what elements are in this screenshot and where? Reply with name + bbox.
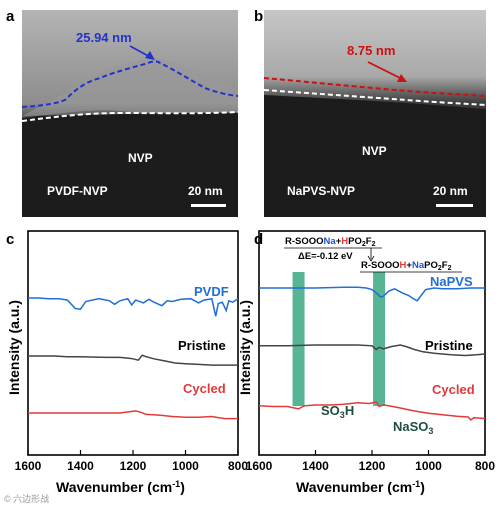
panel-a-substrate: NVP: [128, 151, 153, 165]
x-tick-label: 1200: [120, 459, 147, 473]
panel-a-tem-image: 25.94 nm NVP PVDF-NVP 20 nm: [21, 10, 239, 217]
panel-a-label: a: [6, 8, 15, 25]
panel-a-scale-bar: [191, 204, 226, 207]
panel-b-arrow: [367, 61, 405, 81]
panel-b-tem-image: 8.75 nm NVP NaPVS-NVP 20 nm: [263, 10, 487, 217]
panel-a-interface-line: [21, 111, 239, 122]
panel-d-chart: Intensity (a.u.) Wavenumber (cm-1) 1600 1…: [237, 230, 495, 495]
x-tick-label: 1600: [246, 459, 273, 473]
x-tick-label: 800: [475, 459, 495, 473]
series-line-pristine: [259, 344, 486, 357]
reaction-arrowhead: [367, 255, 375, 262]
panel-b-thickness: 8.75 nm: [347, 43, 395, 58]
series-label-pristine: Pristine: [178, 338, 226, 353]
x-tick-label: 1000: [415, 459, 442, 473]
panel-c-ylabel-text: Intensity (a.u.): [6, 300, 22, 395]
panel-d-reaction: R-SOOONa+HPO2F2 ΔE=-0.12 eV R-SOOOH+NaPO…: [284, 236, 462, 273]
watermark: © 六边形战: [4, 493, 49, 504]
panel-b-interface-line: [263, 89, 487, 106]
panel-c-chart: Intensity (a.u.) Wavenumber (cm-1) 1600 1…: [6, 230, 248, 495]
panel-c-label: c: [6, 231, 14, 248]
panel-b-substrate: NVP: [362, 144, 387, 158]
x-tick-label: 1600: [15, 459, 42, 473]
series-line-cycled: [28, 410, 238, 420]
series-line-pristine: [28, 354, 238, 366]
panel-a-layer-line: [21, 60, 239, 108]
series-label-cycled: Cycled: [432, 382, 475, 397]
panel-b-layer-line: [263, 77, 487, 97]
panel-a-thickness: 25.94 nm: [76, 30, 132, 45]
x-tick-label: 800: [228, 459, 248, 473]
band-2: [373, 272, 386, 406]
reaction-energy: ΔE=-0.12 eV: [298, 251, 353, 262]
panel-b-label: b: [254, 8, 263, 25]
panel-c-ylabel: Intensity (a.u.): [6, 300, 22, 395]
panel-b-arrowhead: [397, 74, 407, 82]
band-label-so3h: SO3H: [321, 403, 354, 420]
series-label-cycled: Cycled: [183, 381, 226, 396]
band-1: [292, 272, 305, 406]
panel-c-xlabel: Wavenumber (cm-1): [56, 479, 185, 495]
x-tick-label: 1000: [172, 459, 199, 473]
series-label-pvdf: PVDF: [194, 284, 229, 299]
series-line-cycled: [258, 401, 486, 422]
panel-b-sample: NaPVS-NVP: [287, 184, 355, 198]
panel-d-xlabel: Wavenumber (cm-1): [296, 479, 425, 495]
x-tick-label: 1400: [302, 459, 329, 473]
series-label-pristine: Pristine: [425, 338, 473, 353]
panel-b-scale-bar: [436, 204, 473, 207]
x-tick-label: 1400: [67, 459, 94, 473]
panel-a-arrowhead: [145, 51, 155, 60]
reaction-left: R-SOOONa+HPO2F2: [285, 236, 376, 248]
series-line-pvdf: [28, 297, 239, 317]
panel-a-scale-text: 20 nm: [188, 184, 223, 198]
x-tick-label: 1200: [359, 459, 386, 473]
band-label-naso3: NaSO3: [393, 419, 433, 436]
reaction-right: R-SOOOH+NaPO2F2: [361, 260, 452, 272]
series-label-napvs: NaPVS: [430, 274, 473, 289]
panel-b-scale-text: 20 nm: [433, 184, 468, 198]
panel-a-sample: PVDF-NVP: [47, 184, 108, 198]
panel-d-ylabel-text: Intensity (a.u.): [237, 300, 253, 395]
panel-d-ylabel: Intensity (a.u.): [237, 300, 253, 395]
series-line-napvs: [259, 286, 485, 302]
